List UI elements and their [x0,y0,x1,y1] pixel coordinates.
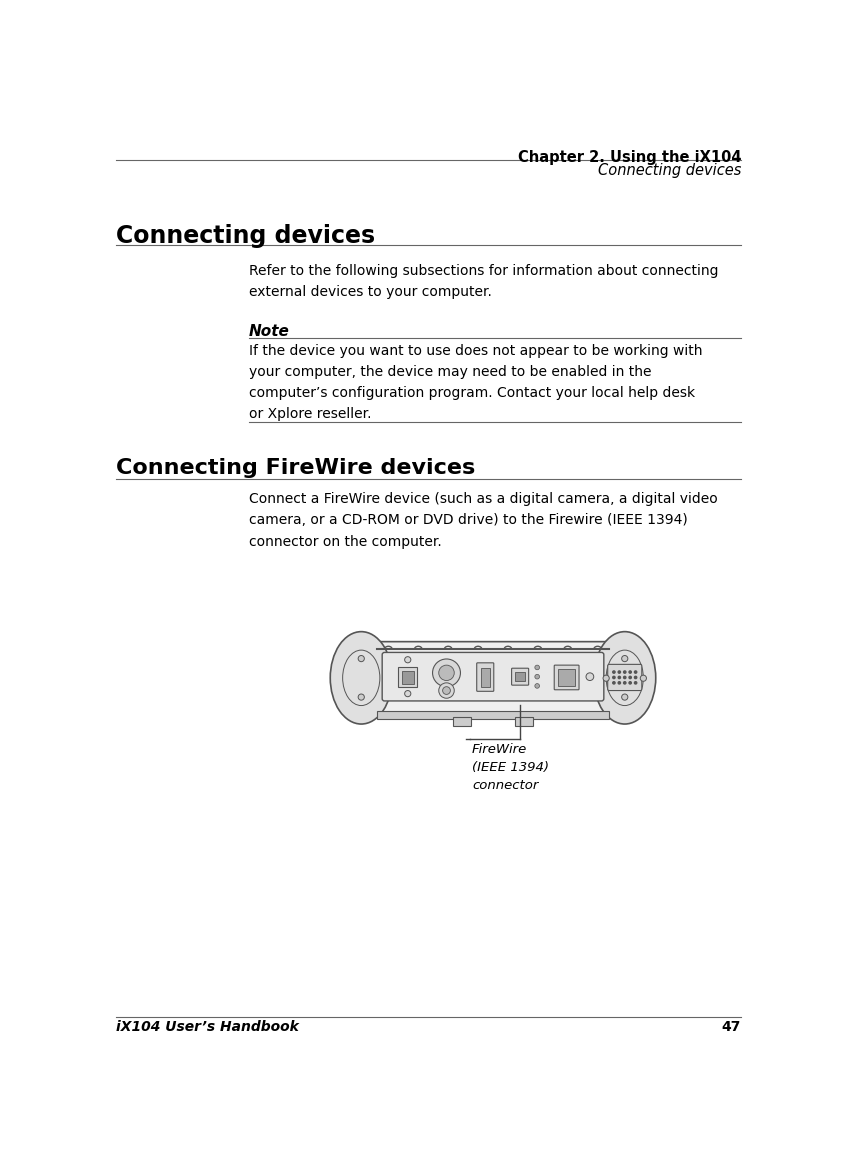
Text: Connecting devices: Connecting devices [598,163,741,178]
Circle shape [433,659,461,687]
Circle shape [535,684,539,688]
Bar [402,671,414,685]
Circle shape [442,687,451,694]
Text: Connecting devices: Connecting devices [116,223,376,248]
Circle shape [635,677,636,679]
Text: iX104 User’s Handbook: iX104 User’s Handbook [116,1019,300,1033]
Circle shape [603,676,609,681]
Text: Refer to the following subsections for information about connecting
external dev: Refer to the following subsections for i… [249,264,718,300]
FancyBboxPatch shape [608,664,641,691]
Circle shape [618,677,620,679]
Bar [376,710,609,718]
Circle shape [624,671,626,673]
FancyBboxPatch shape [477,663,494,692]
Ellipse shape [330,632,392,724]
Circle shape [629,671,631,673]
FancyBboxPatch shape [382,653,603,701]
Text: Chapter 2. Using the iX104: Chapter 2. Using the iX104 [517,149,741,164]
Circle shape [358,694,365,700]
Circle shape [622,656,628,662]
Circle shape [624,677,626,679]
Circle shape [613,677,615,679]
Circle shape [613,671,615,673]
Text: Connect a FireWire device (such as a digital camera, a digital video
camera, or : Connect a FireWire device (such as a dig… [249,492,717,548]
FancyBboxPatch shape [371,642,614,714]
Bar [480,669,490,687]
Ellipse shape [593,632,656,724]
Text: Connecting FireWire devices: Connecting FireWire devices [116,458,476,478]
FancyBboxPatch shape [555,665,579,690]
Circle shape [586,673,593,680]
Circle shape [622,694,628,700]
Circle shape [635,681,636,684]
Circle shape [641,676,647,681]
Circle shape [535,675,539,679]
Circle shape [629,681,631,684]
Bar [398,668,417,687]
Bar [515,717,533,727]
Bar [516,672,525,681]
Circle shape [358,656,365,662]
Circle shape [613,681,615,684]
Text: 47: 47 [722,1019,741,1033]
Circle shape [535,665,539,670]
Text: FireWire
(IEEE 1394)
connector: FireWire (IEEE 1394) connector [472,743,549,793]
Circle shape [439,683,454,698]
Circle shape [404,691,411,697]
Circle shape [629,677,631,679]
Text: Note: Note [249,324,289,339]
Text: If the device you want to use does not appear to be working with
your computer, : If the device you want to use does not a… [249,344,702,421]
Circle shape [624,681,626,684]
Circle shape [618,681,620,684]
Circle shape [439,665,454,680]
Bar [558,669,575,686]
Circle shape [635,671,636,673]
Circle shape [404,657,411,663]
Circle shape [618,671,620,673]
FancyBboxPatch shape [511,669,528,685]
Bar [452,717,471,727]
